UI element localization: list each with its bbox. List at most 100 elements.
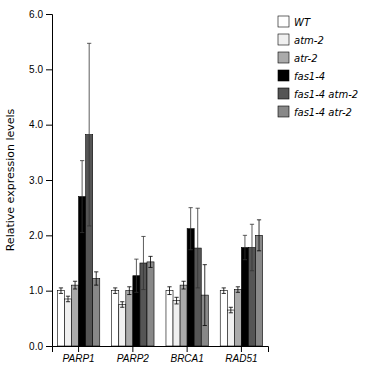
error-bar-line <box>189 208 193 250</box>
error-bar <box>196 208 200 288</box>
bar <box>241 248 248 346</box>
y-tick: 0.0 <box>29 341 52 352</box>
error-bar-line <box>73 281 77 289</box>
error-bar <box>167 287 171 295</box>
bar <box>93 278 100 346</box>
legend-label: atm-2 <box>294 35 324 46</box>
legend-label: fas1-4 <box>294 71 325 82</box>
legend-label: fas1-4 atr-2 <box>294 107 352 118</box>
error-bar <box>229 307 233 313</box>
legend-item: fas1-4 <box>278 70 325 82</box>
y-tick-label: 3.0 <box>29 175 43 186</box>
bar <box>112 291 119 346</box>
tick-mark <box>78 346 79 352</box>
error-bar <box>94 272 98 285</box>
error-bar <box>73 281 77 289</box>
tick-mark <box>46 235 52 236</box>
error-bar-line <box>257 220 261 251</box>
error-bar-line <box>134 259 138 292</box>
tick-mark <box>46 69 52 70</box>
y-tick-label: 0.0 <box>29 341 43 352</box>
legend-item: WT <box>278 16 311 28</box>
legend-swatch <box>278 16 289 27</box>
error-bar <box>80 161 84 233</box>
y-tick-label: 4.0 <box>29 119 43 130</box>
error-bar-line <box>196 208 200 288</box>
error-bar <box>181 281 185 289</box>
axis-line <box>53 347 269 353</box>
error-bar-line <box>203 265 207 326</box>
tick-mark <box>46 346 52 347</box>
marks <box>57 43 262 346</box>
bar <box>180 285 187 346</box>
legend-swatch <box>278 52 289 63</box>
tick-mark <box>132 346 133 352</box>
bar <box>234 290 241 346</box>
y-tick-label: 2.0 <box>29 230 43 241</box>
y-tick-label: 1.0 <box>29 285 43 296</box>
error-bar-line <box>127 287 131 295</box>
error-bar <box>127 287 131 295</box>
x-tick-label: PARP2 <box>117 353 149 364</box>
error-bar <box>120 302 124 308</box>
error-bar <box>113 288 117 294</box>
error-bar <box>257 220 261 251</box>
legend-swatch <box>278 88 289 99</box>
x-tick: PARP1 <box>63 346 95 364</box>
legend-item: atm-2 <box>278 34 324 46</box>
error-bar-line <box>148 256 152 267</box>
error-bar-line <box>243 235 247 259</box>
bar <box>72 285 79 346</box>
error-bar <box>134 259 138 292</box>
x-tick: PARP2 <box>117 346 149 364</box>
bar <box>173 301 180 346</box>
error-bar <box>148 256 152 267</box>
chart: PARP1 PARP2 BRCA1 RAD51 0.0 1.0 2.0 3.0 4.0 5.0 6.… <box>0 0 376 376</box>
tick-mark <box>46 125 52 126</box>
tick-mark <box>46 291 52 292</box>
legend-swatch <box>278 106 289 117</box>
legend-item: fas1-4 atm-2 <box>278 88 358 100</box>
error-bar-line <box>229 307 233 313</box>
error-bar-line <box>167 287 171 295</box>
bar <box>64 299 71 346</box>
y-tick: 3.0 <box>29 175 52 186</box>
y-tick-label: 5.0 <box>29 64 43 75</box>
error-bar-line <box>87 43 91 226</box>
error-bar <box>189 208 193 250</box>
tick-mark <box>46 180 52 181</box>
x-tick: RAD51 <box>225 346 257 364</box>
tick-mark <box>241 346 242 352</box>
y-tick: 6.0 <box>29 9 52 20</box>
error-bar <box>250 224 254 270</box>
y-tick: 1.0 <box>29 285 52 296</box>
error-bar <box>222 288 226 294</box>
error-bar-line <box>181 281 185 289</box>
bar <box>256 235 263 346</box>
legend-item: atr-2 <box>278 52 318 64</box>
error-bar <box>66 296 70 302</box>
bar <box>227 310 234 346</box>
series <box>93 220 263 346</box>
legend-label: atr-2 <box>294 53 318 64</box>
legend-label: fas1-4 atm-2 <box>294 89 358 100</box>
tick-mark <box>187 346 188 352</box>
error-bar-line <box>113 288 117 294</box>
bar <box>126 291 133 346</box>
error-bar-line <box>59 288 63 294</box>
error-bar <box>243 235 247 259</box>
error-bar-line <box>94 272 98 285</box>
x-tick: BRCA1 <box>170 346 203 364</box>
x-tick-label: BRCA1 <box>170 353 203 364</box>
y-tick: 4.0 <box>29 119 52 130</box>
y-axis: 0.0 1.0 2.0 3.0 4.0 5.0 6.0 <box>29 9 52 352</box>
x-tick-label: PARP1 <box>63 353 95 364</box>
error-bar <box>87 43 91 226</box>
series <box>86 43 256 346</box>
plot-area: PARP1 PARP2 BRCA1 RAD51 0.0 1.0 2.0 3.0 4.0 5.0 6.… <box>29 9 268 364</box>
error-bar-line <box>120 302 124 308</box>
error-bar <box>59 288 63 294</box>
bar <box>57 291 64 346</box>
error-bar-line <box>80 161 84 233</box>
y-tick: 5.0 <box>29 64 52 75</box>
